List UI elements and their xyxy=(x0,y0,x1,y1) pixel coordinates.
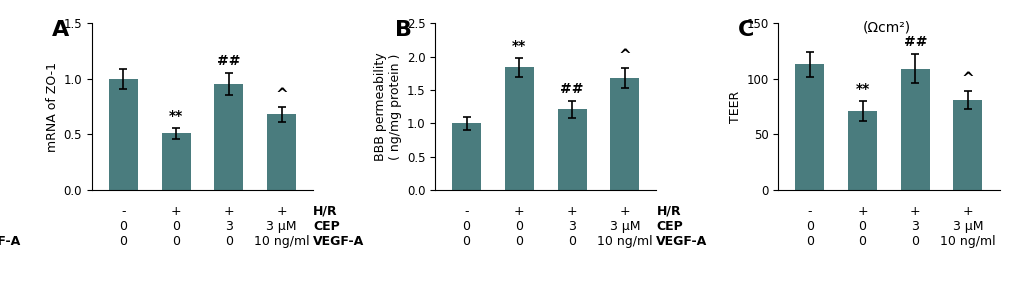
Text: C: C xyxy=(738,20,754,40)
Y-axis label: TEER: TEER xyxy=(729,91,741,123)
Bar xyxy=(504,67,533,190)
Bar xyxy=(900,69,929,190)
Bar xyxy=(161,133,191,190)
Text: +: + xyxy=(619,205,630,218)
Text: -: - xyxy=(464,205,469,218)
Text: 10 ng/ml: 10 ng/ml xyxy=(254,235,309,248)
Text: 3: 3 xyxy=(568,220,576,233)
Text: -: - xyxy=(121,205,125,218)
Bar xyxy=(953,100,981,190)
Text: CEP: CEP xyxy=(656,220,683,233)
Text: ##: ## xyxy=(903,35,926,49)
Text: 10 ng/ml: 10 ng/ml xyxy=(940,235,995,248)
Text: -: - xyxy=(807,205,811,218)
Y-axis label: BBB permeability
( ng/mg protein ): BBB permeability ( ng/mg protein ) xyxy=(374,52,403,161)
Bar xyxy=(847,111,876,190)
Text: 3: 3 xyxy=(910,220,918,233)
Text: H/R: H/R xyxy=(656,205,681,218)
Y-axis label: mRNA of ZO-1: mRNA of ZO-1 xyxy=(46,62,59,152)
Text: VEGF-A: VEGF-A xyxy=(313,235,364,248)
Text: ##: ## xyxy=(559,81,583,95)
Text: ^: ^ xyxy=(275,87,287,102)
Bar xyxy=(795,65,823,190)
Text: 3 μM: 3 μM xyxy=(952,220,982,233)
Text: H/R: H/R xyxy=(313,205,337,218)
Text: CEP: CEP xyxy=(313,220,339,233)
Bar xyxy=(214,84,244,190)
Text: +: + xyxy=(223,205,234,218)
Text: 0: 0 xyxy=(805,220,813,233)
Text: 0: 0 xyxy=(858,235,866,248)
Text: ^: ^ xyxy=(961,71,973,86)
Text: +: + xyxy=(514,205,524,218)
Text: +: + xyxy=(170,205,181,218)
Text: 10 ng/ml: 10 ng/ml xyxy=(596,235,652,248)
Text: ^: ^ xyxy=(618,48,631,63)
Text: 0: 0 xyxy=(805,235,813,248)
Bar xyxy=(267,114,296,190)
Text: VEGF-A: VEGF-A xyxy=(0,235,21,248)
Text: 3 μM: 3 μM xyxy=(609,220,639,233)
Text: (Ωcm²): (Ωcm²) xyxy=(861,20,910,34)
Text: 0: 0 xyxy=(910,235,918,248)
Text: **: ** xyxy=(169,109,183,123)
Bar xyxy=(109,79,138,190)
Text: 0: 0 xyxy=(568,235,576,248)
Bar xyxy=(609,78,639,190)
Text: ##: ## xyxy=(217,54,240,68)
Text: 0: 0 xyxy=(119,235,127,248)
Text: 0: 0 xyxy=(172,220,180,233)
Bar xyxy=(451,123,481,190)
Text: B: B xyxy=(394,20,412,40)
Text: 3 μM: 3 μM xyxy=(266,220,297,233)
Text: 0: 0 xyxy=(858,220,866,233)
Text: 0: 0 xyxy=(119,220,127,233)
Text: 0: 0 xyxy=(224,235,232,248)
Bar xyxy=(557,109,586,190)
Text: +: + xyxy=(909,205,920,218)
Text: +: + xyxy=(276,205,286,218)
Text: **: ** xyxy=(512,39,526,53)
Text: 0: 0 xyxy=(463,235,470,248)
Text: 0: 0 xyxy=(515,235,523,248)
Text: A: A xyxy=(52,20,69,40)
Text: **: ** xyxy=(855,82,869,96)
Text: 0: 0 xyxy=(515,220,523,233)
Text: VEGF-A: VEGF-A xyxy=(656,235,707,248)
Text: 0: 0 xyxy=(463,220,470,233)
Text: +: + xyxy=(962,205,972,218)
Text: 0: 0 xyxy=(172,235,180,248)
Text: 3: 3 xyxy=(225,220,232,233)
Text: +: + xyxy=(567,205,577,218)
Text: +: + xyxy=(856,205,867,218)
